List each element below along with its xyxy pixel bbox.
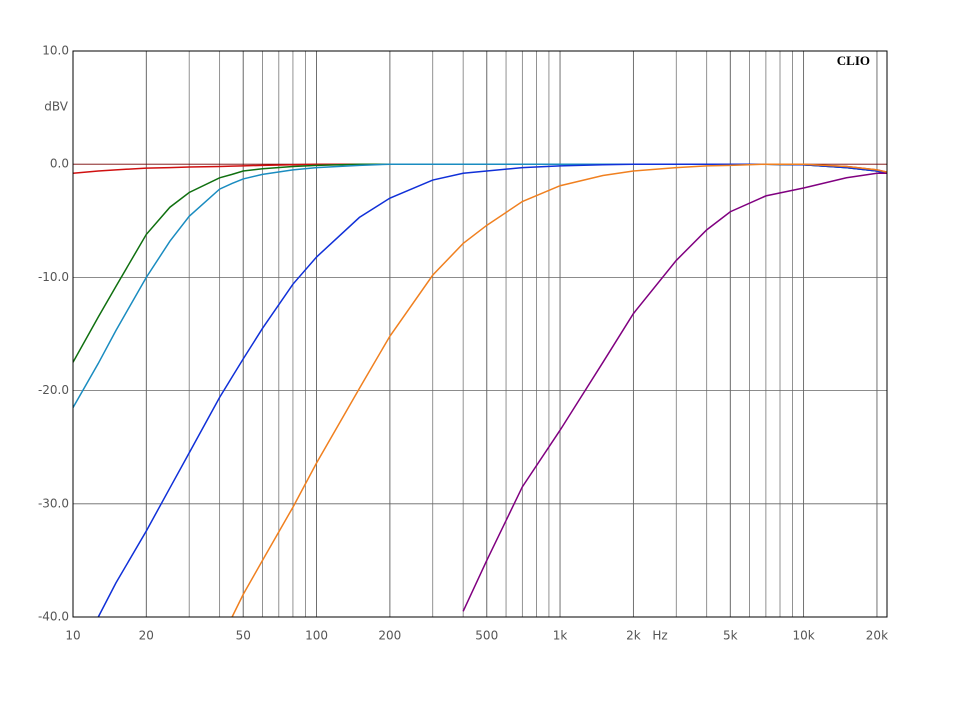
y-tick-label: -30.0 xyxy=(38,496,69,510)
x-axis-label: Hz xyxy=(652,629,667,643)
x-tick-label: 50 xyxy=(236,629,251,643)
y-tick-label: -40.0 xyxy=(38,610,69,624)
x-tick-label: 1k xyxy=(553,629,568,643)
y-axis-label: dBV xyxy=(44,100,68,114)
x-tick-label: 2k xyxy=(626,629,641,643)
x-tick-label: 20 xyxy=(139,629,154,643)
x-tick-label: 100 xyxy=(305,629,328,643)
x-tick-label: 10 xyxy=(65,629,80,643)
series-line xyxy=(231,163,887,618)
brand: CLIO xyxy=(837,53,870,68)
x-tick-label: 10k xyxy=(792,629,814,643)
plot-frame xyxy=(72,50,888,618)
x-tick-label: 200 xyxy=(378,629,401,643)
x-tick-label: 5k xyxy=(723,629,738,643)
y-tick-label: -20.0 xyxy=(38,383,69,397)
y-tick-label: 0.0 xyxy=(50,157,69,171)
y-tick-label: -10.0 xyxy=(38,270,69,284)
x-tick-label: 20k xyxy=(866,629,888,643)
y-tick-label: 10.0 xyxy=(42,44,69,58)
series-line xyxy=(462,172,887,612)
x-tick-label: 500 xyxy=(475,629,498,643)
